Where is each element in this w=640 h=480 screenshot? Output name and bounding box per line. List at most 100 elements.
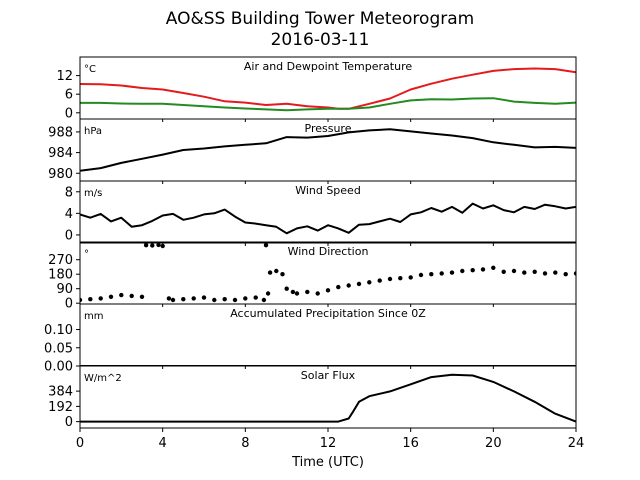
data-point [429,272,434,277]
data-point [80,297,83,303]
x-tick-label: 12 [320,436,337,451]
data-point [98,296,103,301]
y-tick-label: 0.05 [44,341,73,356]
y-tick-label: 90 [56,282,73,297]
data-point [139,294,145,299]
data-point [387,276,393,282]
y-tick-label: 0 [65,228,73,243]
data-point [201,295,207,300]
y-tick-label: 0.00 [44,360,73,375]
panel-title: Solar Flux [301,369,356,382]
data-point [501,269,506,274]
data-point [408,275,413,280]
y-tick-label: 12 [56,69,73,84]
panel-title: Pressure [305,122,352,135]
data-point [573,271,576,276]
panel-0: 0 6 12 Air and Dewpoint Temperature °C [56,56,577,122]
x-tick-label: 24 [568,436,585,451]
y-tick-label: 8 [65,185,73,200]
data-point [532,269,537,274]
y-tick-label: 6 [65,88,73,103]
data-point [232,297,238,303]
data-point [511,268,517,274]
panel-1: 980 984 988 Pressure hPa [48,118,577,184]
data-point [261,297,267,303]
data-point [243,296,248,301]
series-0 [80,242,576,303]
data-point [346,283,351,288]
data-point [491,265,496,270]
data-point [222,297,227,302]
data-point [305,289,310,295]
data-point [160,243,165,249]
y-tick-label: 4 [65,207,73,222]
data-point [280,272,285,277]
data-point [191,296,196,301]
data-point [325,288,331,293]
series-line-0 [80,373,576,423]
panel-title: Air and Dewpoint Temperature [244,60,412,73]
y-tick-label: 0 [65,106,73,121]
data-point [418,272,424,278]
data-point [553,270,558,275]
data-point [166,296,172,301]
data-point [88,297,93,302]
data-point [522,270,527,275]
figure-title-line1: AO&SS Building Tower Meteorogram [166,9,474,29]
y-tick-label: 0 [65,297,73,312]
data-point [470,268,475,273]
data-point [150,243,155,248]
x-tick-label: 0 [76,436,84,451]
y-tick-label: 384 [48,385,73,400]
data-point [290,289,296,295]
y-tick-label: 192 [48,400,73,415]
data-point [315,291,320,296]
unit-label: mm [84,311,103,322]
data-point [212,297,217,303]
data-point [181,297,186,302]
x-tick-label: 4 [159,436,167,451]
data-point [265,291,271,296]
y-tick-label: 0.10 [44,323,73,338]
x-tick-label: 8 [241,436,249,451]
y-tick-label: 980 [48,167,73,182]
series-line-0 [80,202,576,235]
data-point [284,286,289,291]
data-point [143,243,149,248]
x-axis: 0 4 8 12 16 20 24 [76,436,584,451]
y-tick-label: 180 [48,268,73,283]
panel-title: Wind Speed [295,184,361,197]
data-point [267,270,273,275]
data-point [263,243,269,248]
x-tick-label: 16 [402,436,419,451]
unit-label: °C [84,64,96,75]
y-tick-label: 984 [48,146,73,161]
series-line-1 [80,97,576,112]
x-axis-label: Time (UTC) [291,455,364,470]
data-point [563,272,568,277]
unit-label: m/s [84,188,102,199]
data-point [119,292,124,298]
data-point [542,271,548,276]
data-point [480,267,486,272]
y-tick-label: 988 [48,125,73,140]
data-point [129,293,134,299]
data-point [377,278,382,283]
y-tick-label: 270 [48,253,73,268]
panel-title: Accumulated Precipitation Since 0Z [230,307,426,320]
x-tick-label: 20 [485,436,502,451]
data-point [460,268,465,274]
panels-group: 0 6 12 Air and Dewpoint Temperature °C 980 984… [44,56,577,432]
data-point [398,276,403,281]
y-tick-label: 0 [65,415,73,430]
figure-title-line2: 2016-03-11 [271,30,370,50]
unit-label: ° [84,249,89,260]
data-point [449,270,455,275]
unit-label: W/m^2 [84,373,122,384]
series-line-0 [80,128,576,172]
data-point [294,291,300,296]
data-point [356,281,362,287]
